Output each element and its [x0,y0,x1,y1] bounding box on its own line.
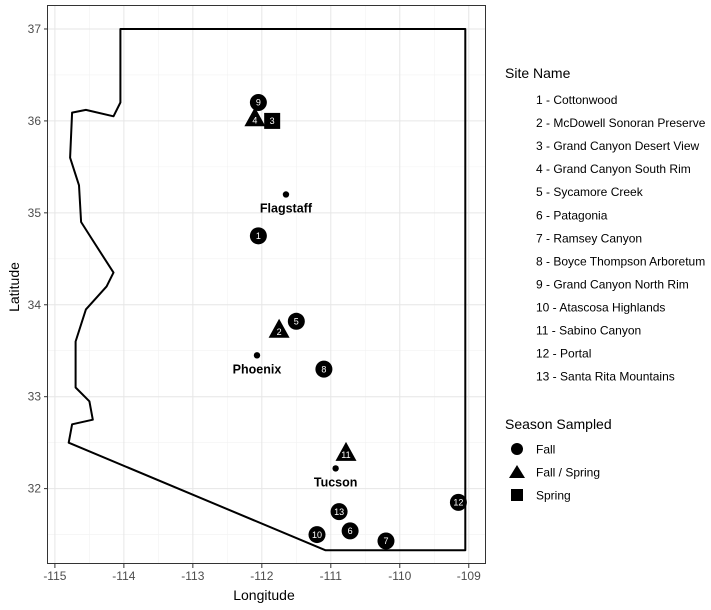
legend-season-title: Season Sampled [505,416,612,432]
site-4: 4 [244,107,266,127]
arizona-outline [67,28,467,552]
legend-site-item: 2 - McDowell Sonoran Preserve [536,116,706,130]
legend-square-key [511,489,523,501]
site-marker-circle [287,312,305,330]
panel-border [47,5,486,564]
site-6: 6 [341,522,359,540]
x-tick-label: -109 [457,569,481,583]
x-tick-label: -111 [320,569,343,583]
y-tick-label: 32 [28,482,42,496]
site-number-label: 1 [256,231,261,241]
site-number-label: 6 [348,526,353,536]
city-label: Tucson [314,475,358,489]
legend-site-item: 11 - Sabino Canyon [536,324,641,338]
y-axis-title: Latitude [6,262,22,312]
cities-layer: Flagstaff Phoenix Tucson [233,191,358,489]
city-label: Phoenix [233,362,282,376]
site-number-label: 8 [321,364,326,374]
site-marker-triangle [244,107,266,127]
legend: Site Name 1 - Cottonwood 2 - McDowell Son… [505,65,706,503]
site-1: 1 [249,227,267,245]
site-9: 9 [249,94,267,112]
y-tick-label: 37 [28,22,42,36]
legend-site-item: 13 - Santa Rita Mountains [536,370,675,384]
site-marker-circle [330,503,348,521]
site-marker-circle [449,493,467,511]
minor-grid [48,6,486,564]
site-marker-circle [377,532,395,550]
site-marker-circle [249,94,267,112]
x-tick-label: -115 [43,569,66,583]
legend-site-item: 1 - Cottonwood [536,93,617,107]
site-marker-triangle [335,441,357,461]
legend-site-item: 12 - Portal [536,347,591,361]
x-axis-title: Longitude [233,587,295,603]
legend-site-title: Site Name [505,65,571,81]
city-label: Flagstaff [260,201,313,215]
legend-site-item: 4 - Grand Canyon South Rim [536,162,691,176]
site-number-label: 5 [294,317,299,327]
x-tick-label: -113 [181,569,204,583]
site-marker-circle [341,522,359,540]
site-2: 2 [268,318,290,338]
legend-circle-key [511,443,523,455]
site-13: 13 [330,503,348,521]
legend-site-items: 1 - Cottonwood 2 - McDowell Sonoran Prese… [536,93,706,384]
site-number-label: 13 [334,507,344,517]
site-number-label: 4 [252,116,257,126]
city-point [253,352,261,359]
site-number-label: 10 [312,530,322,540]
legend-season-triangle: Fall / Spring [509,465,600,480]
legend-season-circle: Fall [511,443,555,457]
y-tick-label: 35 [28,206,42,220]
site-marker-circle [315,360,333,378]
site-7: 7 [377,532,395,550]
legend-site-item: 7 - Ramsey Canyon [536,231,642,245]
site-10: 10 [308,526,326,544]
legend-site-item: 8 - Boyce Thompson Arboretum [536,254,705,268]
y-tick-label: 34 [28,298,42,312]
site-number-label: 7 [383,536,388,546]
legend-site-item: 3 - Grand Canyon Desert View [536,139,700,153]
legend-season-label: Fall [536,443,555,457]
site-3: 3 [264,112,281,129]
y-tick-label: 33 [28,390,42,404]
legend-season-square: Spring [511,489,571,503]
legend-season-label: Spring [536,489,571,503]
y-tick-label: 36 [28,114,42,128]
x-tick-label: -114 [112,569,135,583]
legend-site-item: 10 - Atascosa Highlands [536,300,665,314]
city-point [332,465,339,472]
city-point [282,191,290,198]
x-tick-label: -110 [388,569,411,583]
site-marker-circle [308,526,326,544]
legend-site-item: 5 - Sycamore Creek [536,185,644,199]
state-outline-layer [67,28,467,552]
legend-season-items: Fall Fall / Spring Spring [509,443,600,503]
site-12: 12 [449,493,467,511]
site-number-label: 11 [341,450,350,460]
legend-site-item: 9 - Grand Canyon North Rim [536,277,689,291]
site-5: 5 [287,312,305,330]
site-number-label: 3 [270,116,275,126]
site-8: 8 [315,360,333,378]
site-number-label: 12 [453,498,463,508]
site-11: 11 [335,441,357,461]
site-marker-triangle [268,318,290,338]
site-marker-circle [249,227,267,245]
site-number-label: 9 [256,98,261,108]
legend-site-item: 6 - Patagonia [536,208,608,222]
legend-triangle-key [509,465,525,478]
site-marker-square [264,112,281,129]
legend-season-label: Fall / Spring [536,466,600,480]
site-number-label: 2 [277,327,282,337]
x-tick-label: -112 [250,569,273,583]
